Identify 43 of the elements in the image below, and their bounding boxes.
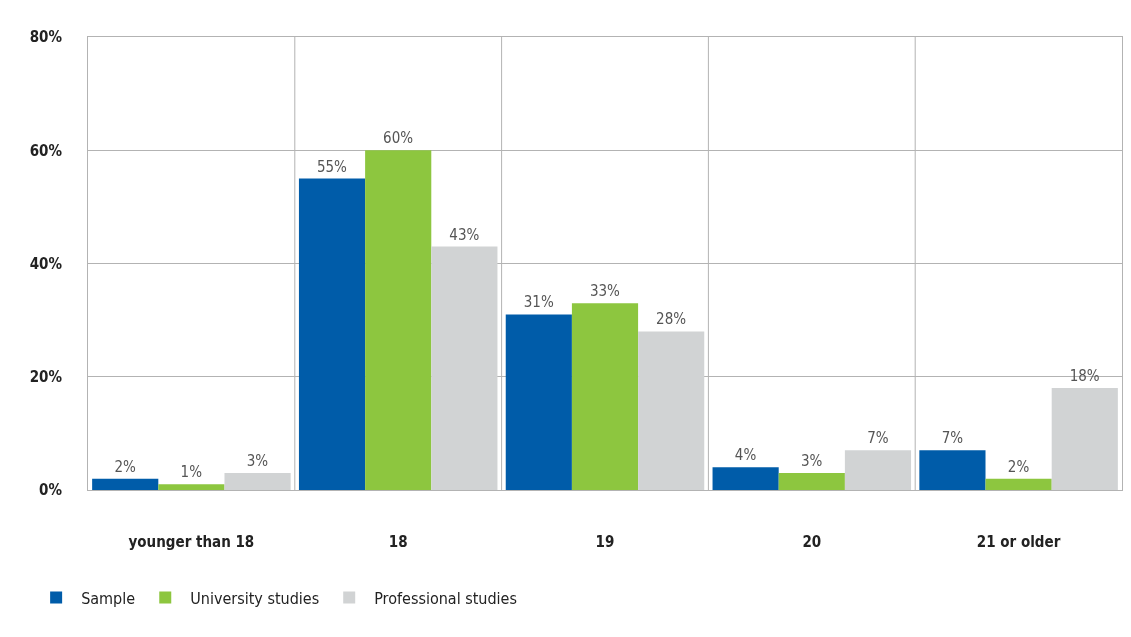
- y-tick-label: 80%: [29, 28, 63, 47]
- data-label: 18%: [1069, 367, 1100, 386]
- y-tick-label: 40%: [29, 254, 63, 273]
- bar: [778, 473, 845, 490]
- bar: [92, 478, 159, 490]
- bar: [505, 314, 572, 490]
- y-tick-label: 0%: [39, 481, 63, 500]
- bar: [985, 478, 1052, 490]
- x-tick-label: younger than 18: [128, 533, 255, 551]
- bar: [431, 246, 498, 490]
- bar: [712, 467, 779, 490]
- bar: [1051, 388, 1118, 490]
- y-tick-label: 60%: [29, 141, 63, 160]
- data-label: 2%: [114, 457, 137, 476]
- data-label: 3%: [246, 452, 269, 471]
- bar: [571, 303, 639, 490]
- data-label: 43%: [449, 225, 480, 244]
- bar: [298, 178, 366, 490]
- bar: [224, 473, 291, 490]
- data-label: 33%: [589, 282, 621, 301]
- bar: [638, 331, 705, 490]
- bar: [919, 450, 986, 490]
- data-label: 31%: [523, 293, 554, 312]
- legend-label: Professional studies: [374, 588, 517, 608]
- legend-label: Sample: [81, 588, 136, 608]
- data-label: 3%: [801, 452, 823, 471]
- x-tick-label: 19: [595, 533, 615, 551]
- data-label: 28%: [656, 310, 687, 329]
- x-tick-label: 21 or older: [976, 533, 1061, 551]
- data-label: 4%: [734, 446, 757, 465]
- data-label: 55%: [316, 157, 348, 176]
- x-tick-label: 20: [802, 533, 822, 551]
- y-tick-label: 20%: [29, 368, 63, 386]
- x-tick-label: 18: [388, 533, 408, 551]
- data-label: 60%: [383, 129, 414, 148]
- data-label: 7%: [867, 429, 889, 448]
- data-label: 2%: [1007, 457, 1030, 476]
- bar: [365, 150, 432, 490]
- bar: [844, 450, 912, 490]
- data-label: 1%: [180, 463, 203, 482]
- data-label: 7%: [941, 429, 964, 448]
- legend-label: University studies: [190, 588, 320, 608]
- bar: [158, 484, 225, 490]
